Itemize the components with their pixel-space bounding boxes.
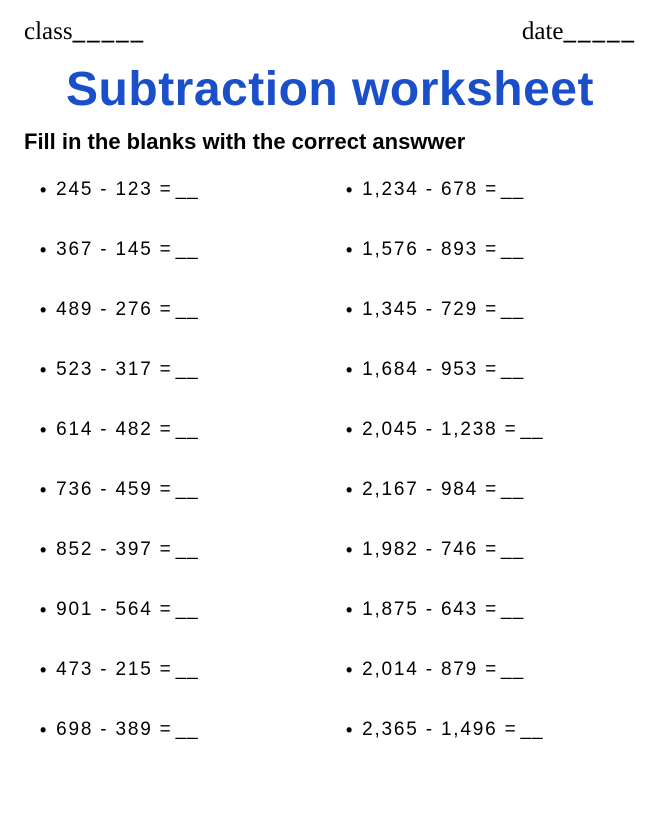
problem-text: 852 - 397 = bbox=[56, 539, 172, 561]
problem-left-3: • 523 - 317 = __ bbox=[40, 359, 334, 381]
problem-text: 489 - 276 = bbox=[56, 299, 172, 321]
bullet-icon: • bbox=[40, 720, 48, 741]
problem-left-7: • 901 - 564 = __ bbox=[40, 599, 334, 621]
bullet-icon: • bbox=[40, 240, 48, 261]
problem-right-3: • 1,684 - 953 = __ bbox=[346, 359, 640, 381]
bullet-icon: • bbox=[40, 660, 48, 681]
bullet-icon: • bbox=[40, 300, 48, 321]
problem-text: 736 - 459 = bbox=[56, 479, 172, 501]
answer-blank: __ bbox=[176, 719, 199, 741]
answer-blank: __ bbox=[501, 659, 524, 681]
bullet-icon: • bbox=[40, 600, 48, 621]
problem-text: 2,365 - 1,496 = bbox=[362, 719, 517, 741]
answer-blank: __ bbox=[176, 179, 199, 201]
bullet-icon: • bbox=[40, 480, 48, 501]
answer-blank: __ bbox=[176, 599, 199, 621]
answer-blank: __ bbox=[501, 539, 524, 561]
problem-text: 1,982 - 746 = bbox=[362, 539, 498, 561]
bullet-icon: • bbox=[346, 300, 354, 321]
answer-blank: __ bbox=[176, 239, 199, 261]
problem-left-0: • 245 - 123 = __ bbox=[40, 179, 334, 201]
problem-text: 698 - 389 = bbox=[56, 719, 172, 741]
answer-blank: __ bbox=[520, 719, 543, 741]
problem-left-2: • 489 - 276 = __ bbox=[40, 299, 334, 321]
bullet-icon: • bbox=[346, 720, 354, 741]
answer-blank: __ bbox=[501, 179, 524, 201]
problem-text: 2,167 - 984 = bbox=[362, 479, 498, 501]
problem-text: 1,875 - 643 = bbox=[362, 599, 498, 621]
class-blank: _____ bbox=[73, 18, 146, 45]
problem-text: 614 - 482 = bbox=[56, 419, 172, 441]
answer-blank: __ bbox=[501, 359, 524, 381]
problem-right-6: • 1,982 - 746 = __ bbox=[346, 539, 640, 561]
problem-text: 1,576 - 893 = bbox=[362, 239, 498, 261]
answer-blank: __ bbox=[501, 239, 524, 261]
bullet-icon: • bbox=[40, 360, 48, 381]
problem-text: 2,014 - 879 = bbox=[362, 659, 498, 681]
problem-right-8: • 2,014 - 879 = __ bbox=[346, 659, 640, 681]
problem-left-1: • 367 - 145 = __ bbox=[40, 239, 334, 261]
problem-text: 1,345 - 729 = bbox=[362, 299, 498, 321]
problem-left-9: • 698 - 389 = __ bbox=[40, 719, 334, 741]
answer-blank: __ bbox=[176, 419, 199, 441]
problem-text: 1,684 - 953 = bbox=[362, 359, 498, 381]
problem-left-8: • 473 - 215 = __ bbox=[40, 659, 334, 681]
bullet-icon: • bbox=[346, 480, 354, 501]
problem-right-7: • 1,875 - 643 = __ bbox=[346, 599, 640, 621]
problem-right-0: • 1,234 - 678 = __ bbox=[346, 179, 640, 201]
problems-grid: • 245 - 123 = __ • 1,234 - 678 = __ • 367 -… bbox=[20, 179, 640, 741]
bullet-icon: • bbox=[346, 420, 354, 441]
date-blank: _____ bbox=[564, 18, 637, 45]
problem-text: 367 - 145 = bbox=[56, 239, 172, 261]
bullet-icon: • bbox=[346, 360, 354, 381]
bullet-icon: • bbox=[346, 240, 354, 261]
header-row: class_____ date_____ bbox=[20, 18, 640, 46]
answer-blank: __ bbox=[501, 599, 524, 621]
bullet-icon: • bbox=[40, 540, 48, 561]
date-field: date_____ bbox=[522, 18, 636, 46]
answer-blank: __ bbox=[176, 479, 199, 501]
problem-text: 523 - 317 = bbox=[56, 359, 172, 381]
problem-left-4: • 614 - 482 = __ bbox=[40, 419, 334, 441]
bullet-icon: • bbox=[346, 180, 354, 201]
problem-right-2: • 1,345 - 729 = __ bbox=[346, 299, 640, 321]
subtitle: Fill in the blanks with the correct answ… bbox=[20, 129, 640, 155]
problem-left-6: • 852 - 397 = __ bbox=[40, 539, 334, 561]
answer-blank: __ bbox=[501, 479, 524, 501]
bullet-icon: • bbox=[346, 540, 354, 561]
problem-left-5: • 736 - 459 = __ bbox=[40, 479, 334, 501]
answer-blank: __ bbox=[176, 359, 199, 381]
answer-blank: __ bbox=[520, 419, 543, 441]
problem-text: 1,234 - 678 = bbox=[362, 179, 498, 201]
main-title: Subtraction worksheet bbox=[20, 62, 640, 117]
answer-blank: __ bbox=[176, 659, 199, 681]
problem-text: 2,045 - 1,238 = bbox=[362, 419, 517, 441]
problem-right-5: • 2,167 - 984 = __ bbox=[346, 479, 640, 501]
problem-right-4: • 2,045 - 1,238 = __ bbox=[346, 419, 640, 441]
class-label: class bbox=[24, 18, 73, 45]
class-field: class_____ bbox=[24, 18, 145, 46]
problem-right-9: • 2,365 - 1,496 = __ bbox=[346, 719, 640, 741]
bullet-icon: • bbox=[346, 600, 354, 621]
problem-text: 245 - 123 = bbox=[56, 179, 172, 201]
answer-blank: __ bbox=[176, 299, 199, 321]
problem-text: 901 - 564 = bbox=[56, 599, 172, 621]
date-label: date bbox=[522, 18, 564, 45]
answer-blank: __ bbox=[176, 539, 199, 561]
bullet-icon: • bbox=[346, 660, 354, 681]
bullet-icon: • bbox=[40, 180, 48, 201]
bullet-icon: • bbox=[40, 420, 48, 441]
answer-blank: __ bbox=[501, 299, 524, 321]
problem-right-1: • 1,576 - 893 = __ bbox=[346, 239, 640, 261]
problem-text: 473 - 215 = bbox=[56, 659, 172, 681]
